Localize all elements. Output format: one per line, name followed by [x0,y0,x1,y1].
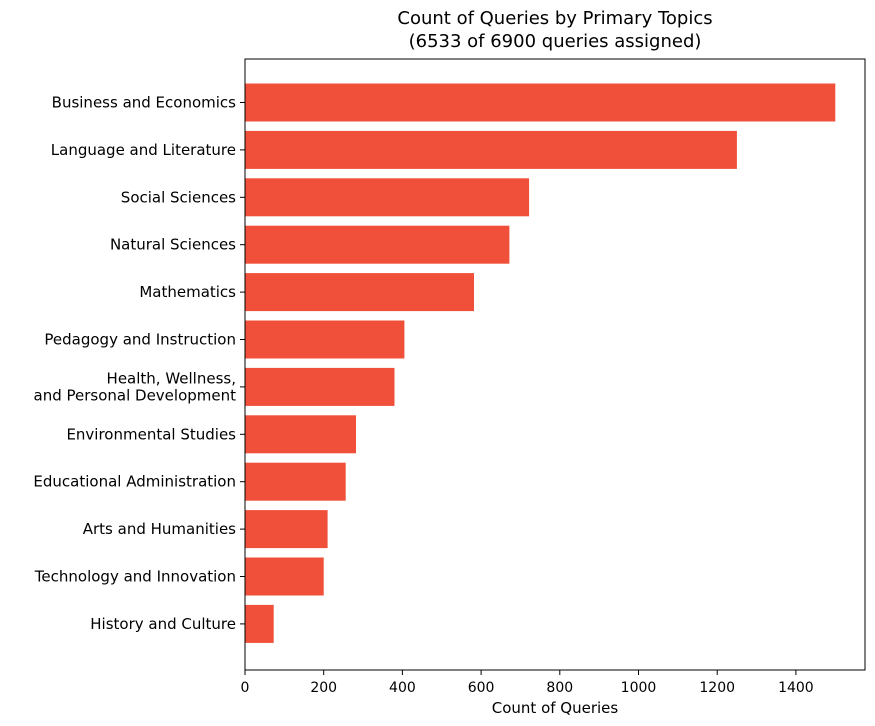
category-label-1: Language and Literature [51,141,236,159]
bar-0 [245,83,836,122]
chart-title: Count of Queries by Primary Topics [397,8,712,29]
x-tick-label-7: 1400 [778,680,814,696]
category-label-0: Business and Economics [52,94,237,112]
bar-1 [245,130,737,169]
x-tick-label-3: 600 [468,680,495,696]
x-tick-label-1: 200 [310,680,337,696]
x-tick-label-5: 1000 [621,680,657,696]
bar-7 [245,415,356,454]
category-label-6-line-0: Health, Wellness, [107,369,236,387]
bar-11 [245,604,274,643]
x-axis-ticks: 0 200 400 600 800 1000 1200 1400 [241,670,814,696]
x-tick-label-0: 0 [241,680,250,696]
category-label-6-line-1: and Personal Development [34,386,237,404]
chart-subtitle: (6533 of 6900 queries assigned) [409,31,702,52]
x-tick-label-6: 1200 [699,680,735,696]
x-tick-label-4: 800 [546,680,573,696]
category-label-5: Pedagogy and Instruction [44,331,236,349]
category-label-3: Natural Sciences [110,236,236,254]
bar-5 [245,320,405,359]
category-label-11: History and Culture [90,615,236,633]
bar-8 [245,462,346,501]
plot-frame [244,58,866,671]
bar-6 [245,367,395,406]
category-label-8: Educational Administration [33,473,236,491]
bar-3 [245,225,510,264]
category-label-2: Social Sciences [121,188,236,206]
category-label-7: Environmental Studies [66,425,236,443]
x-axis-title: Count of Queries [492,699,619,717]
category-labels: Business and Economics Language and Liter… [33,94,245,633]
category-label-4: Mathematics [139,283,236,301]
bar-10 [245,557,324,596]
x-tick-label-2: 400 [389,680,416,696]
category-label-10: Technology and Innovation [34,568,236,586]
bar-9 [245,510,328,549]
bar-2 [245,178,530,217]
bars-group [245,83,836,643]
bar-4 [245,273,474,312]
category-label-9: Arts and Humanities [83,520,236,538]
